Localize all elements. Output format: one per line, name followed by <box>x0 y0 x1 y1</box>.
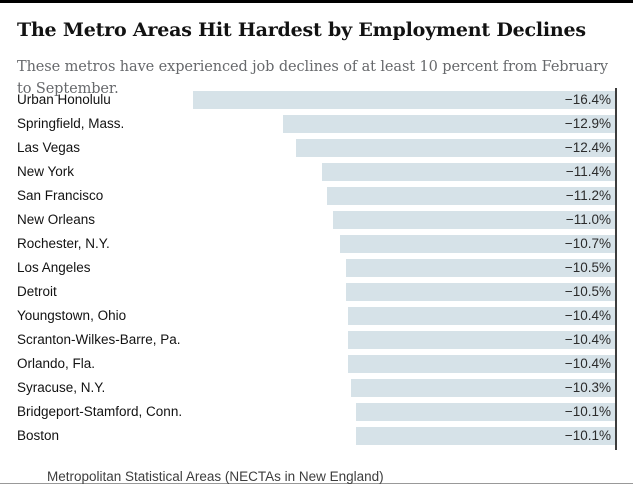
category-label: New Orleans <box>17 212 96 227</box>
value-label: −11.4% <box>565 164 611 179</box>
value-label: −10.3% <box>564 380 611 395</box>
bar: −12.4% <box>296 139 617 157</box>
bar: −16.4% <box>193 91 617 109</box>
value-label: −11.2% <box>565 188 611 203</box>
top-divider-rule <box>0 0 633 3</box>
value-label: −16.4% <box>564 92 611 107</box>
value-label: −10.1% <box>564 428 611 443</box>
value-label: −10.5% <box>564 260 611 275</box>
value-label: −11.0% <box>565 212 611 227</box>
value-label: −10.1% <box>564 404 611 419</box>
chart-footnote: Metropolitan Statistical Areas (NECTAs i… <box>47 469 384 484</box>
category-label: Syracuse, N.Y. <box>17 380 106 395</box>
category-label: Detroit <box>17 284 57 299</box>
category-label: San Francisco <box>17 188 104 203</box>
chart-row: Scranton-Wilkes-Barre, Pa. −10.4% <box>0 328 633 352</box>
bar: −10.1% <box>356 427 617 445</box>
bar: −11.2% <box>327 187 617 205</box>
chart-row: New York −11.4% <box>0 160 633 184</box>
chart-row: Youngstown, Ohio −10.4% <box>0 304 633 328</box>
category-label: Rochester, N.Y. <box>17 236 110 251</box>
footer-divider-rule <box>0 483 633 484</box>
bar: −10.4% <box>348 355 617 373</box>
bar: −10.1% <box>356 403 617 421</box>
category-label: Bridgeport-Stamford, Conn. <box>17 404 183 419</box>
value-axis-baseline <box>615 88 617 450</box>
bar: −10.7% <box>340 235 617 253</box>
category-label: Scranton-Wilkes-Barre, Pa. <box>17 332 181 347</box>
value-label: −12.9% <box>564 116 611 131</box>
chart-row: San Francisco −11.2% <box>0 184 633 208</box>
category-label: Urban Honolulu <box>17 92 111 107</box>
value-label: −10.4% <box>564 356 611 371</box>
bar: −11.0% <box>333 211 617 229</box>
chart-row: Syracuse, N.Y. −10.3% <box>0 376 633 400</box>
category-label: Las Vegas <box>17 140 81 155</box>
chart-row: Boston −10.1% <box>0 424 633 448</box>
category-label: Youngstown, Ohio <box>17 308 127 323</box>
chart-row: Orlando, Fla. −10.4% <box>0 352 633 376</box>
chart-row: Urban Honolulu −16.4% <box>0 88 633 112</box>
category-label: Springfield, Mass. <box>17 116 125 131</box>
chart-row: Los Angeles −10.5% <box>0 256 633 280</box>
category-label: Los Angeles <box>17 260 91 275</box>
category-label: New York <box>17 164 75 179</box>
bar: −10.3% <box>351 379 617 397</box>
value-label: −10.4% <box>564 308 611 323</box>
category-label: Boston <box>17 428 60 443</box>
chart-row: Detroit −10.5% <box>0 280 633 304</box>
category-label: Orlando, Fla. <box>17 356 96 371</box>
bar: −10.4% <box>348 307 617 325</box>
bar-chart: Urban Honolulu −16.4% Springfield, Mass. −1… <box>0 88 633 448</box>
page-title: The Metro Areas Hit Hardest by Employmen… <box>17 18 586 41</box>
chart-row: New Orleans −11.0% <box>0 208 633 232</box>
chart-row: Bridgeport-Stamford, Conn. −10.1% <box>0 400 633 424</box>
bar: −12.9% <box>283 115 617 133</box>
bar: −10.4% <box>348 331 617 349</box>
value-label: −10.5% <box>564 284 611 299</box>
bar: −10.5% <box>346 283 617 301</box>
bar: −11.4% <box>322 163 617 181</box>
chart-row: Las Vegas −12.4% <box>0 136 633 160</box>
chart-row: Springfield, Mass. −12.9% <box>0 112 633 136</box>
chart-row: Rochester, N.Y. −10.7% <box>0 232 633 256</box>
value-label: −12.4% <box>564 140 611 155</box>
value-label: −10.4% <box>564 332 611 347</box>
chart-subtitle: These metros have experienced job declin… <box>17 58 609 97</box>
bar: −10.5% <box>346 259 617 277</box>
value-label: −10.7% <box>564 236 611 251</box>
